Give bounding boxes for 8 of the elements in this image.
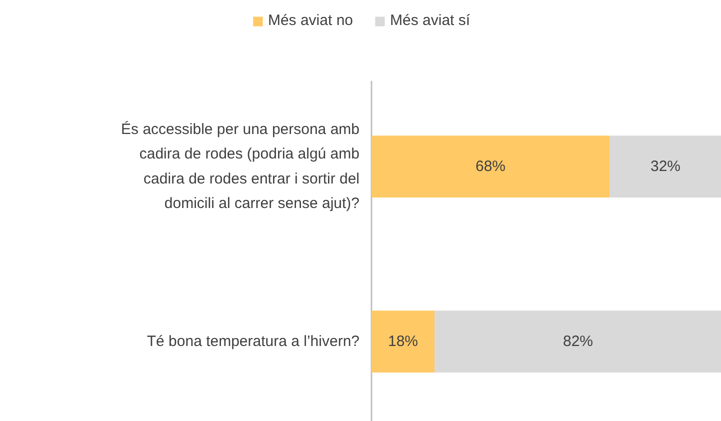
y-tick-label: És accessible per una persona amb cadira de rodes (podria algú amb cadira de rodes entrar i sortir del domicili al carrer sense ajut)? — [121, 120, 360, 212]
legend-label: Més aviat no — [268, 12, 354, 29]
data-label: 32% — [650, 158, 681, 176]
data-label: 18% — [388, 333, 418, 350]
data-label: 68% — [475, 158, 506, 176]
legend-label: Més aviat sí — [390, 12, 470, 29]
data-label: 82% — [562, 333, 594, 350]
y-tick-label: Té bona temperatura a l’hivern? — [146, 333, 360, 350]
